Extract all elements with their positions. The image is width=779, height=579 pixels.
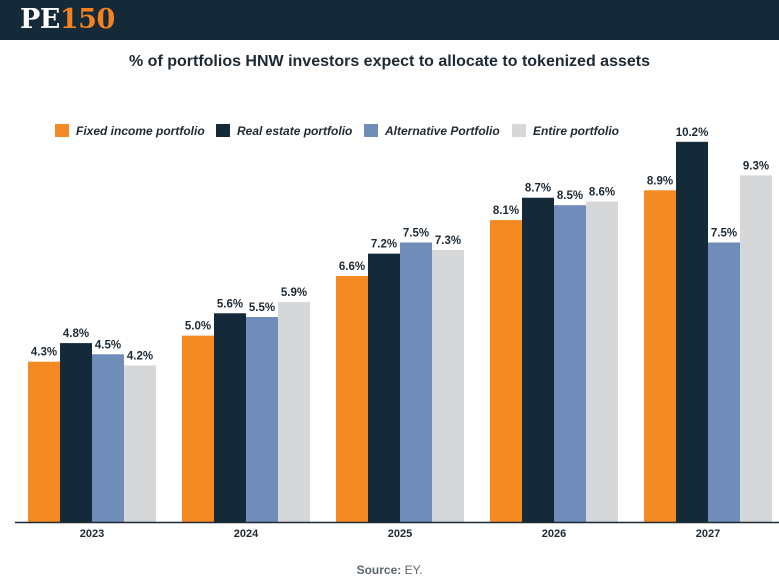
data-label-2024-2: 5.5% — [249, 302, 275, 314]
legend-label-2: Alternative Portfolio — [384, 124, 500, 138]
data-label-2026-3: 8.6% — [589, 186, 615, 198]
data-label-2023-1: 4.8% — [63, 328, 89, 340]
data-label-2023-2: 4.5% — [95, 339, 121, 351]
bar-2023-1 — [60, 343, 92, 522]
bar-2023-3 — [124, 365, 156, 522]
bar-2027-3 — [740, 175, 772, 522]
x-tick-label-2025: 2025 — [388, 528, 412, 540]
data-label-2027-2: 7.5% — [711, 227, 737, 239]
legend-label-0: Fixed income portfolio — [76, 124, 205, 138]
data-label-2027-3: 9.3% — [743, 160, 769, 172]
data-label-2023-0: 4.3% — [31, 347, 57, 359]
legend-swatch-3 — [512, 124, 526, 137]
bar-2027-0 — [644, 190, 676, 523]
bar-2025-1 — [368, 253, 400, 523]
source-value: EY. — [404, 563, 423, 577]
x-tick-label-2023: 2023 — [80, 528, 104, 540]
bar-2023-2 — [92, 354, 124, 522]
x-tick-label-2024: 2024 — [234, 528, 259, 540]
bar-2024-2 — [246, 317, 278, 522]
data-label-2025-0: 6.6% — [339, 261, 365, 273]
data-label-2024-1: 5.6% — [217, 298, 243, 310]
data-label-2026-1: 8.7% — [525, 183, 551, 195]
legend-swatch-0 — [55, 124, 69, 137]
source-label: Source: — [356, 563, 402, 577]
data-label-2025-1: 7.2% — [371, 239, 397, 251]
bar-2025-3 — [432, 249, 464, 522]
data-label-2023-3: 4.2% — [127, 350, 153, 362]
data-label-2024-3: 5.9% — [281, 287, 307, 299]
bar-2026-2 — [554, 205, 586, 522]
pe150-logo: PE 150 — [20, 4, 115, 36]
bar-2027-2 — [708, 242, 740, 523]
bar-2025-0 — [336, 276, 368, 522]
bar-2026-3 — [586, 201, 618, 523]
x-tick-label-2027: 2027 — [696, 528, 720, 540]
data-label-2027-1: 10.2% — [676, 127, 709, 139]
bar-2023-0 — [28, 361, 60, 522]
legend-swatch-2 — [364, 124, 378, 137]
bar-2027-1 — [676, 141, 708, 522]
chart-title: % of portfolios HNW investors expect to … — [129, 53, 650, 70]
legend-swatch-1 — [216, 124, 230, 137]
bar-2025-2 — [400, 242, 432, 523]
legend-label-3: Entire portfolio — [533, 124, 619, 138]
source-note: Source: EY. — [0, 563, 779, 577]
x-tick-label-2026: 2026 — [542, 528, 566, 540]
data-label-2026-0: 8.1% — [493, 205, 519, 217]
bar-2026-0 — [490, 220, 522, 522]
data-label-2025-2: 7.5% — [403, 227, 429, 239]
data-label-2026-2: 8.5% — [557, 190, 583, 202]
bar-2026-1 — [522, 197, 554, 522]
bar-2024-3 — [278, 302, 310, 522]
logo-pe-text: PE — [20, 4, 60, 35]
bar-2024-0 — [182, 335, 214, 522]
logo-number-text: 150 — [59, 4, 115, 35]
legend-label-1: Real estate portfolio — [237, 124, 352, 138]
data-label-2027-0: 8.9% — [647, 175, 673, 187]
data-label-2024-0: 5.0% — [185, 321, 211, 333]
header-bar: PE 150 — [0, 0, 779, 40]
data-label-2025-3: 7.3% — [435, 235, 461, 247]
bar-2024-1 — [214, 313, 246, 522]
